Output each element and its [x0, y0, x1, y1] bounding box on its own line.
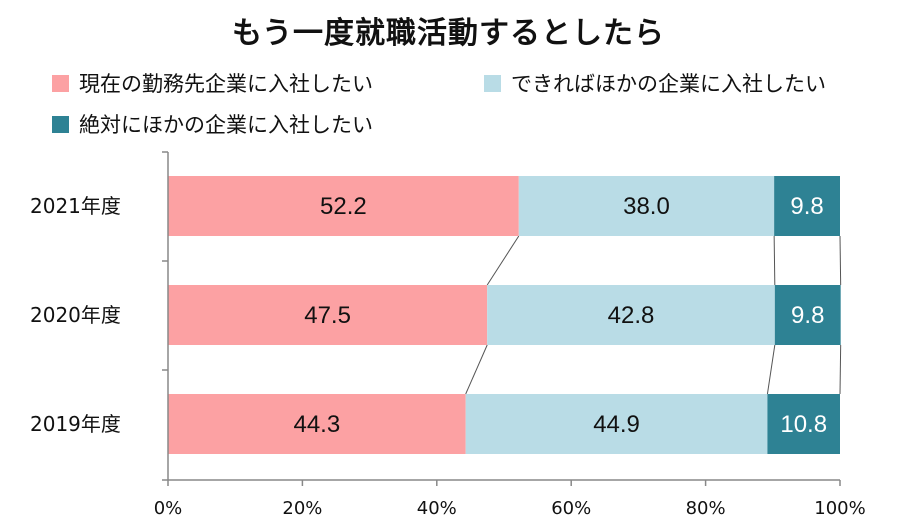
data-label: 38.0 — [623, 193, 670, 220]
bar-segment — [518, 176, 775, 236]
x-tick-label: 20% — [282, 498, 322, 519]
legend-label-current-employer: 現在の勤務先企業に入社したい — [79, 72, 373, 96]
legend-swatch-definitely-other — [52, 115, 69, 133]
bar-segment — [168, 285, 488, 345]
y-tick-label: 2021年度 — [30, 194, 121, 218]
series-line — [839, 344, 842, 395]
data-label: 44.9 — [593, 411, 640, 438]
legend-label-prefer-other: できればほかの企業に入社したい — [511, 72, 826, 96]
bar-segment — [774, 285, 841, 345]
x-tick-label: 80% — [686, 498, 726, 519]
legend-item-definitely-other: 絶対にほかの企業に入社したい — [52, 109, 373, 139]
series-line — [486, 235, 520, 286]
y-tick-label: 2020年度 — [30, 303, 121, 327]
data-label: 9.8 — [790, 193, 823, 220]
legend-swatch-current-employer — [52, 74, 69, 92]
legend-label-definitely-other: 絶対にほかの企業に入社したい — [79, 113, 373, 137]
series-line — [773, 235, 776, 286]
x-tick-label: 40% — [417, 498, 457, 519]
x-tick-label: 60% — [551, 498, 591, 519]
series-line — [465, 344, 488, 395]
chart-title: もう一度就職活動するとしたら — [231, 16, 666, 51]
legend-item-prefer-other: できればほかの企業に入社したい — [484, 68, 826, 98]
series-line — [839, 235, 842, 286]
bar-segment — [487, 285, 775, 345]
bar-segment — [168, 176, 519, 236]
series-line — [766, 344, 776, 395]
legend-item-current-employer: 現在の勤務先企業に入社したい — [52, 68, 373, 98]
x-tick-label: 100% — [814, 498, 865, 519]
data-label: 52.2 — [320, 193, 367, 220]
bar-segment — [168, 394, 466, 454]
data-label: 47.5 — [304, 302, 351, 329]
bar-segment — [465, 394, 768, 454]
data-label: 42.8 — [608, 302, 655, 329]
y-tick-label: 2019年度 — [30, 412, 121, 436]
bar-segment — [767, 394, 840, 454]
legend-swatch-prefer-other — [484, 74, 501, 92]
data-label: 44.3 — [293, 411, 340, 438]
bar-segment — [774, 176, 840, 236]
x-tick-label: 0% — [154, 498, 183, 519]
data-label: 9.8 — [791, 302, 824, 329]
data-label: 10.8 — [780, 411, 827, 438]
